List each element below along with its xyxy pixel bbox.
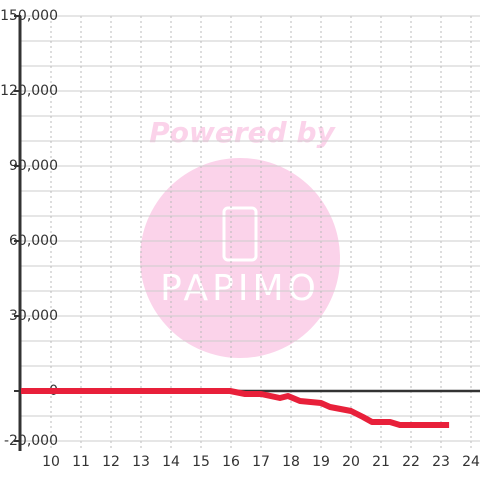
y-tick-label: 120,000 bbox=[0, 83, 58, 99]
x-tick-label: 23 bbox=[432, 454, 450, 470]
y-tick-label: 60,000 bbox=[9, 233, 58, 249]
x-tick-label: 24 bbox=[462, 454, 480, 470]
watermark-text: Powered by bbox=[149, 116, 336, 149]
x-tick-label: 16 bbox=[222, 454, 240, 470]
y-tick-label: -20,000 bbox=[4, 433, 58, 449]
watermark-logo: PAPIMO bbox=[160, 268, 320, 309]
x-tick-label: 13 bbox=[132, 454, 150, 470]
x-tick-label: 17 bbox=[252, 454, 270, 470]
line-series bbox=[21, 388, 450, 428]
x-tick-label: 18 bbox=[282, 454, 300, 470]
x-tick-label: 21 bbox=[372, 454, 390, 470]
x-tick-label: 22 bbox=[402, 454, 420, 470]
y-tick-label: 90,000 bbox=[9, 158, 58, 174]
x-tick-label: 20 bbox=[342, 454, 360, 470]
x-tick-label: 12 bbox=[102, 454, 120, 470]
x-tick-label: 19 bbox=[312, 454, 330, 470]
watermark-icon bbox=[222, 206, 258, 262]
x-tick-label: 11 bbox=[72, 454, 90, 470]
x-tick-label: 14 bbox=[162, 454, 180, 470]
y-tick-label: 30,000 bbox=[9, 308, 58, 324]
watermark-circle bbox=[140, 158, 340, 358]
y-tick-label: 150,000 bbox=[0, 8, 58, 24]
x-tick-label: 10 bbox=[42, 454, 60, 470]
x-tick-label: 15 bbox=[192, 454, 210, 470]
